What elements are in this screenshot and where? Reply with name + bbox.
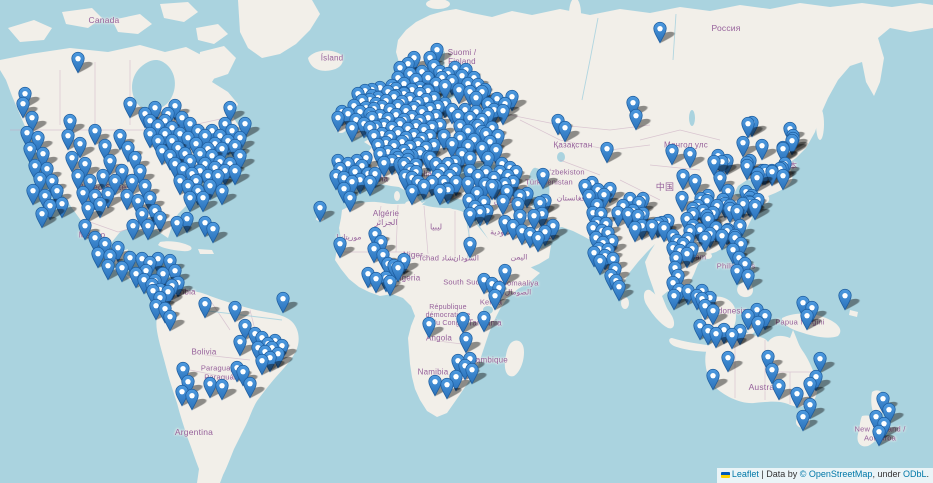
map-pin[interactable] [776, 167, 806, 192]
water-lake-baikal [689, 110, 695, 126]
map-pin[interactable] [796, 408, 826, 433]
map-pin[interactable] [198, 295, 228, 320]
map-pin[interactable] [170, 214, 200, 239]
landmass-caribbean [158, 241, 214, 254]
map-pin[interactable] [800, 307, 830, 332]
map-pin[interactable] [35, 205, 65, 230]
landmass-eurasia [362, 3, 933, 322]
map-pin[interactable] [422, 315, 452, 340]
map-pin[interactable] [463, 205, 493, 230]
map-pin[interactable] [313, 199, 343, 224]
landmass-sardinia [394, 191, 400, 201]
map-pin[interactable] [343, 189, 373, 214]
landmass-madagascar [504, 340, 524, 377]
map-pin[interactable] [706, 367, 736, 392]
landmass-java [669, 338, 720, 352]
openstreetmap-link[interactable]: © OpenStreetMap [799, 469, 873, 480]
landmass-sakhalin [816, 108, 824, 140]
map-pin[interactable] [741, 267, 771, 292]
landmass-sri-lanka [621, 297, 629, 309]
landmass-novaya-zemlya [569, 0, 581, 30]
odbl-link[interactable]: ODbL [902, 469, 927, 480]
map-pin[interactable] [141, 217, 171, 242]
map-pin[interactable] [531, 229, 561, 254]
map-pin[interactable] [243, 375, 273, 400]
leaflet-link[interactable]: Leaflet [731, 469, 759, 480]
map-pin[interactable] [276, 290, 306, 315]
attribution-prefix: Data by [766, 469, 800, 480]
map-pin[interactable] [215, 377, 245, 402]
map-pin[interactable] [206, 220, 236, 245]
map-pin[interactable] [872, 423, 902, 448]
landmass-australia [705, 330, 818, 407]
water-hudson-bay [132, 59, 175, 111]
map-pin[interactable] [440, 376, 470, 401]
ukraine-flag-icon [720, 471, 730, 478]
map-pin[interactable] [163, 308, 193, 333]
map-pin[interactable] [629, 107, 659, 132]
landmass-greenland [238, 0, 320, 58]
attribution-middle: , under [872, 469, 903, 480]
map-pin[interactable] [383, 273, 413, 298]
attribution-suffix: . [926, 469, 929, 480]
map-pin[interactable] [405, 182, 435, 207]
landmass-crete [443, 208, 453, 212]
map-pin[interactable] [558, 119, 588, 144]
map-pin[interactable] [463, 235, 493, 260]
landmass-sumatra [643, 289, 675, 329]
map-pin[interactable] [600, 140, 630, 165]
landmass-iceland [308, 50, 343, 71]
map-attribution: Leaflet | Data by © OpenStreetMap, under… [716, 468, 933, 483]
map-pin[interactable] [725, 326, 755, 351]
map-pin[interactable] [185, 387, 215, 412]
map-pin[interactable] [71, 50, 101, 75]
map-pin[interactable] [838, 287, 868, 312]
water-aral-sea [557, 152, 565, 162]
map-pin[interactable] [333, 235, 363, 260]
attribution-separator: | [758, 469, 767, 480]
map-pin[interactable] [433, 182, 463, 207]
map-pin[interactable] [612, 278, 642, 303]
map-pin[interactable] [653, 20, 683, 45]
landmass-svalbard [426, 0, 450, 9]
